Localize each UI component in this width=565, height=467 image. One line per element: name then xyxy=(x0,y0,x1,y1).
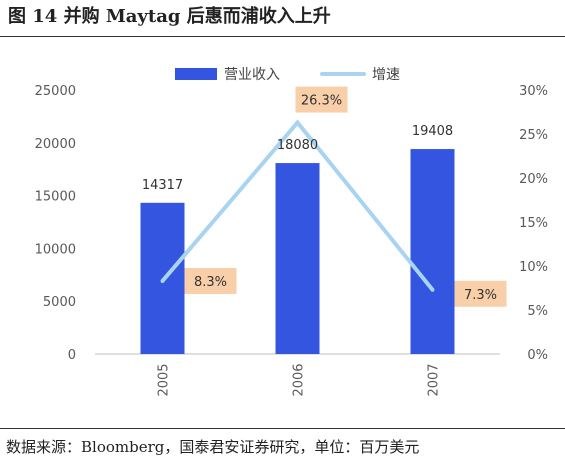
y-right-tick-label: 0% xyxy=(527,348,548,363)
data-labels: 14317 18080 19408 8.3% 26.3% 7.3% xyxy=(142,86,507,307)
y-right-tick-label: 25% xyxy=(519,128,548,143)
growth-value-label: 8.3% xyxy=(194,275,227,290)
legend-label-growth: 增速 xyxy=(372,67,400,83)
y-left-tick-label: 5000 xyxy=(43,295,76,310)
growth-label-box xyxy=(454,280,507,307)
y-left-tick-label: 20000 xyxy=(35,137,76,152)
line-series xyxy=(160,119,435,292)
y-right-tick-label: 30% xyxy=(519,84,548,99)
chart-axes: 0 5000 10000 15000 20000 25000 0% 5% 10% 15% 20% 25… xyxy=(35,84,548,397)
data-source-note: 数据来源：Bloomberg，国泰君安证券研究，单位：百万美元 xyxy=(6,438,420,456)
y-right-tick-label: 15% xyxy=(519,216,548,231)
revenue-value-label: 19408 xyxy=(412,124,453,139)
y-left-tick-label: 0 xyxy=(68,348,76,363)
title-rule xyxy=(0,36,565,37)
growth-label-box xyxy=(295,86,348,113)
revenue-value-label: 18080 xyxy=(277,138,318,153)
y-right-tick-label: 5% xyxy=(527,304,548,319)
growth-value-label: 7.3% xyxy=(464,288,497,303)
y-right-tick-label: 10% xyxy=(519,260,548,275)
revenue-growth-chart: 营业收入 增速 0 5000 10000 15000 20000 25000 0% 5% 10% 1… xyxy=(35,67,548,397)
growth-value-label: 26.3% xyxy=(301,94,342,109)
x-tick-label: 2005 xyxy=(157,363,172,396)
growth-point xyxy=(430,287,435,292)
legend-label-revenue: 营业收入 xyxy=(224,67,280,83)
source-rule xyxy=(0,428,565,429)
y-left-tick-label: 15000 xyxy=(35,190,76,205)
revenue-bar xyxy=(275,163,320,354)
chart-legend: 营业收入 增速 xyxy=(175,67,400,83)
legend-swatch-revenue xyxy=(175,68,217,80)
y-left-tick-label: 10000 xyxy=(35,242,76,257)
growth-point xyxy=(295,120,300,125)
revenue-value-label: 14317 xyxy=(142,178,183,193)
revenue-bar xyxy=(410,149,455,354)
x-tick-label: 2007 xyxy=(427,363,442,396)
y-left-tick-label: 25000 xyxy=(35,84,76,99)
figure-title: 图 14 并购 Maytag 后惠而浦收入上升 xyxy=(8,6,331,27)
growth-point xyxy=(160,278,165,283)
growth-label-box xyxy=(184,267,237,294)
y-right-tick-label: 20% xyxy=(519,172,548,187)
x-tick-label: 2006 xyxy=(292,363,307,396)
